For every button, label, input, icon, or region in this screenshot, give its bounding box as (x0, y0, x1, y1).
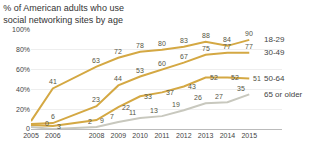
svg-text:2013: 2013 (198, 132, 214, 139)
svg-text:9: 9 (100, 117, 104, 124)
svg-text:77: 77 (245, 43, 253, 50)
svg-text:53: 53 (136, 67, 144, 74)
svg-text:60: 60 (158, 60, 166, 67)
svg-text:67: 67 (180, 53, 188, 60)
svg-text:20%: 20% (16, 106, 30, 113)
svg-text:13: 13 (150, 107, 158, 114)
svg-text:0: 0 (26, 125, 30, 132)
svg-text:90: 90 (245, 30, 253, 37)
svg-text:11: 11 (129, 109, 136, 116)
svg-text:72: 72 (114, 48, 122, 55)
svg-text:65 or older: 65 or older (264, 90, 303, 99)
svg-text:80%: 80% (16, 46, 30, 53)
svg-text:84: 84 (223, 36, 231, 43)
svg-text:100%: 100% (12, 26, 30, 33)
svg-text:80: 80 (158, 40, 166, 47)
svg-text:2010: 2010 (132, 132, 148, 139)
svg-text:6: 6 (51, 113, 55, 120)
svg-text:26: 26 (194, 94, 202, 101)
svg-text:19: 19 (172, 101, 180, 108)
svg-text:88: 88 (202, 32, 210, 39)
svg-text:0: 0 (45, 120, 49, 127)
svg-text:41: 41 (49, 78, 57, 85)
svg-text:33: 33 (144, 93, 152, 100)
svg-text:44: 44 (114, 75, 122, 82)
svg-text:43: 43 (188, 83, 196, 90)
svg-text:% of American adults who useso: % of American adults who usesocial netwo… (3, 3, 124, 25)
svg-text:23: 23 (92, 96, 100, 103)
svg-text:40%: 40% (16, 86, 30, 93)
svg-text:78: 78 (136, 42, 144, 49)
svg-text:2014: 2014 (220, 132, 236, 139)
svg-text:52: 52 (210, 74, 218, 81)
svg-text:37: 37 (166, 89, 174, 96)
svg-text:75: 75 (202, 45, 210, 52)
svg-text:60%: 60% (16, 66, 30, 73)
svg-text:35: 35 (237, 85, 245, 92)
svg-text:63: 63 (92, 57, 100, 64)
svg-text:3: 3 (57, 123, 61, 130)
svg-text:2006: 2006 (45, 132, 61, 139)
svg-text:7: 7 (110, 113, 114, 120)
svg-text:2005: 2005 (23, 132, 39, 139)
svg-text:18-29: 18-29 (264, 35, 285, 44)
svg-text:2009: 2009 (111, 132, 127, 139)
svg-text:2015: 2015 (241, 132, 257, 139)
svg-text:50-64: 50-64 (264, 74, 285, 83)
svg-text:2: 2 (88, 118, 92, 125)
svg-text:51: 51 (253, 75, 261, 82)
svg-text:2011: 2011 (154, 132, 169, 139)
svg-text:30-49: 30-49 (264, 48, 285, 57)
svg-text:2012: 2012 (176, 132, 192, 139)
svg-text:83: 83 (180, 37, 188, 44)
svg-text:52: 52 (231, 74, 239, 81)
svg-text:2008: 2008 (89, 132, 105, 139)
svg-text:27: 27 (215, 93, 223, 100)
svg-text:22: 22 (122, 104, 130, 111)
svg-text:77: 77 (223, 43, 231, 50)
